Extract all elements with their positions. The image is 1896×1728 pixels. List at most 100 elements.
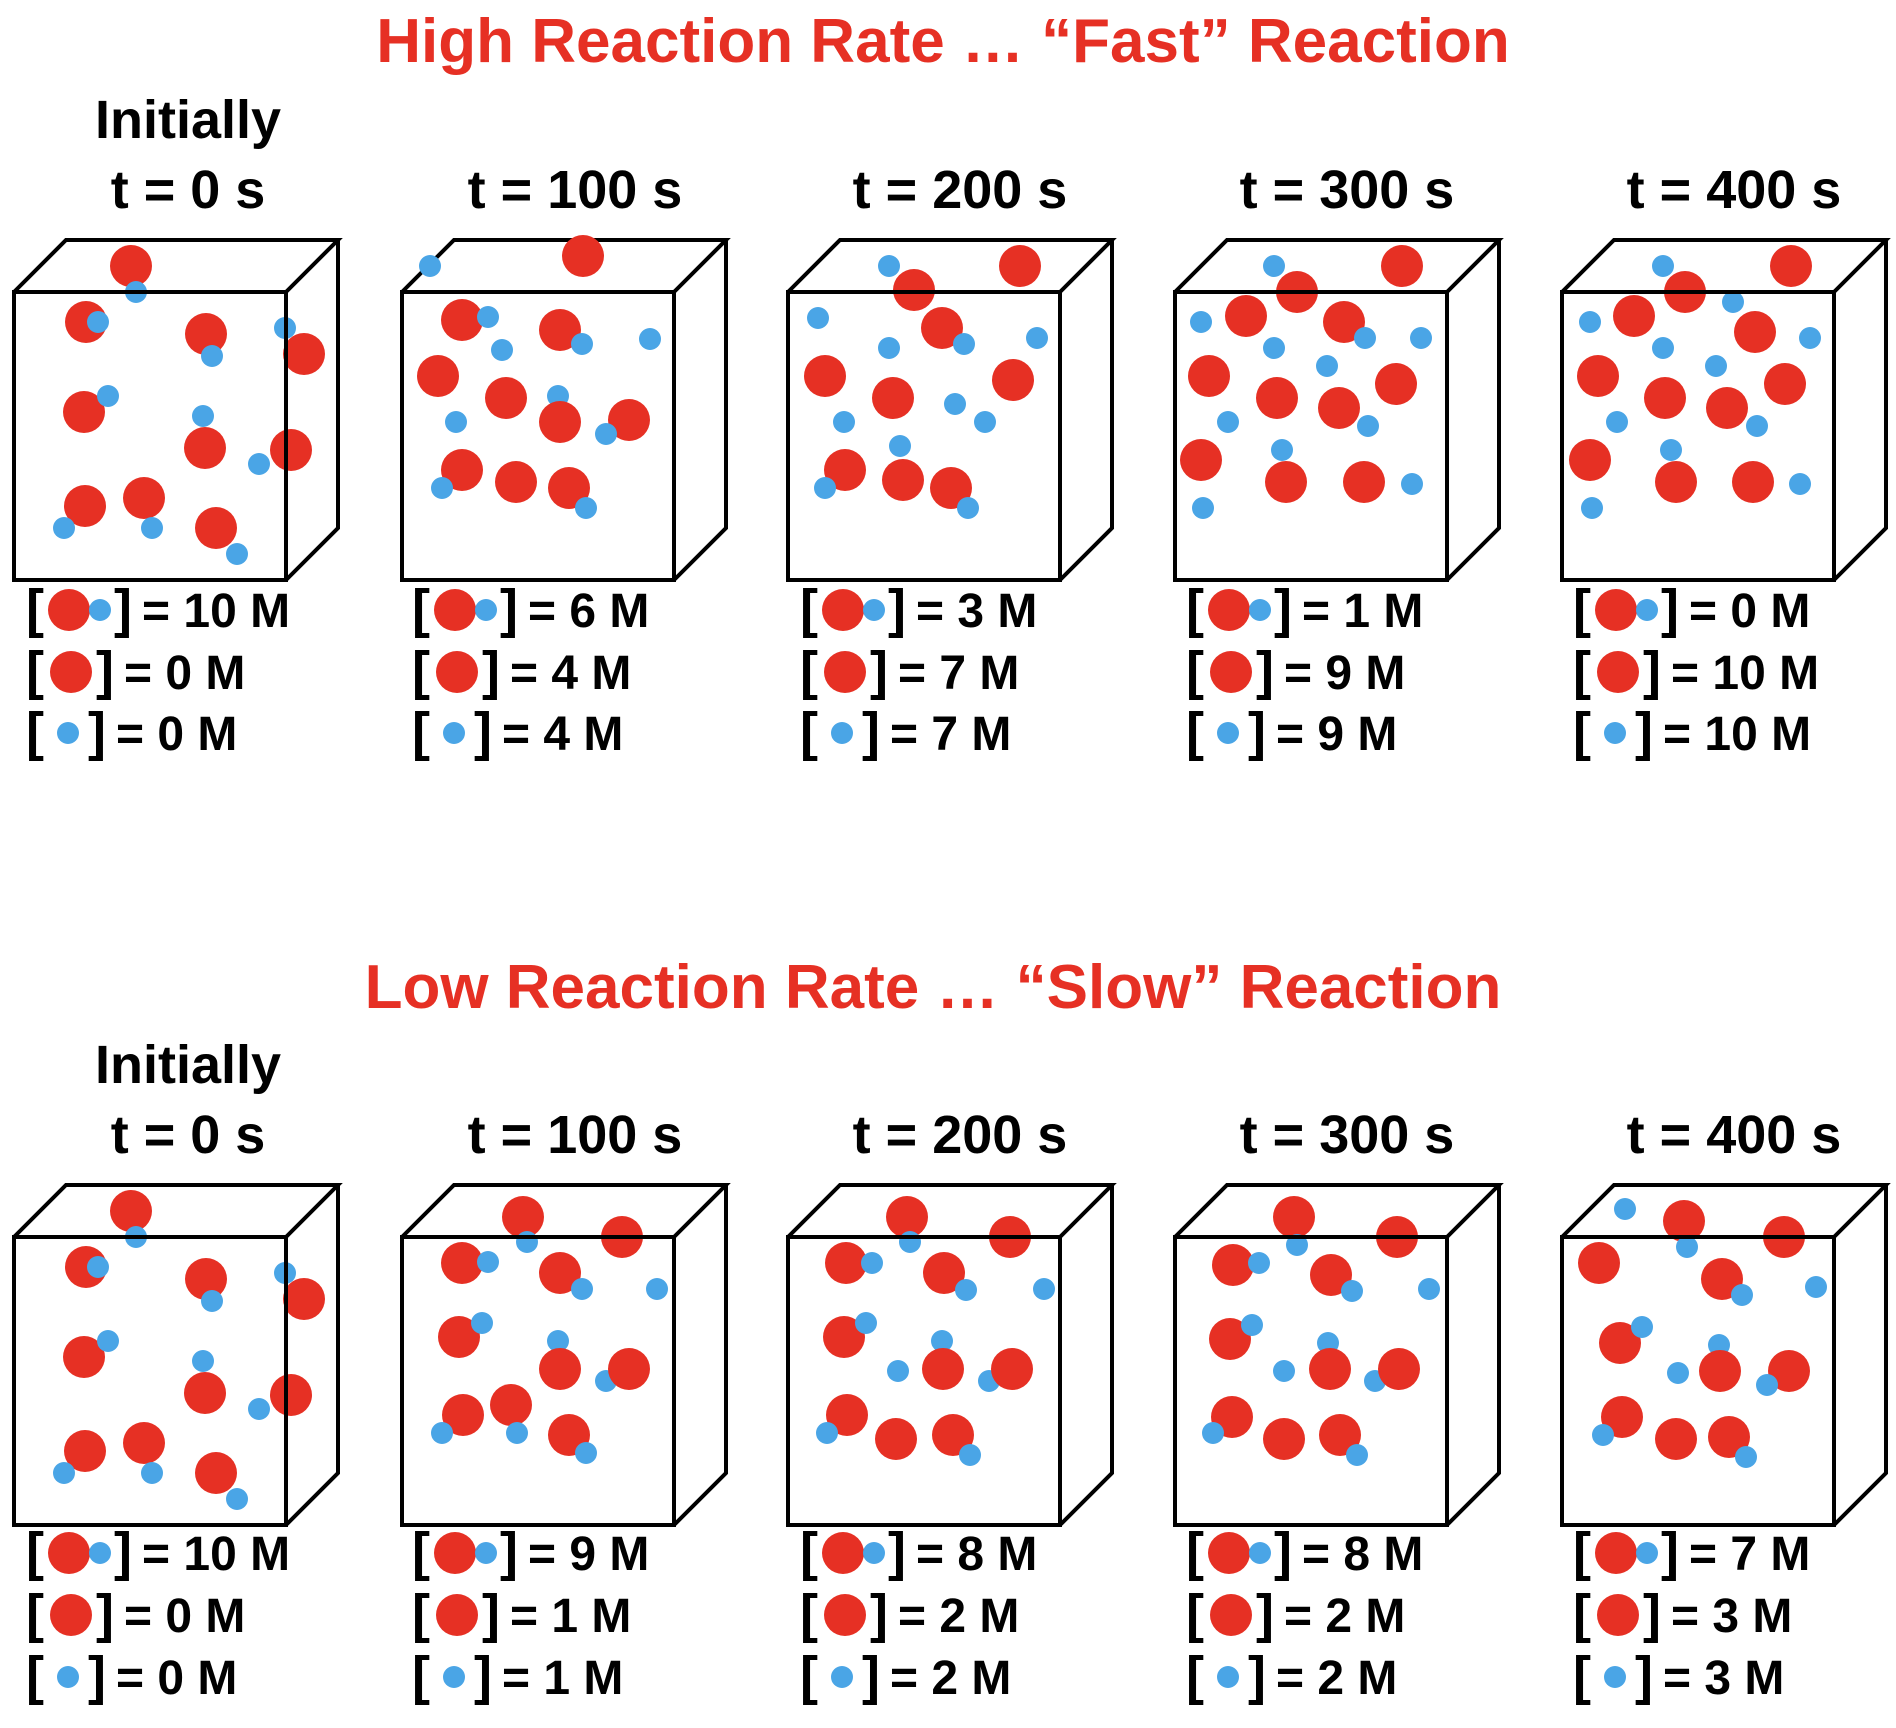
concentration-value: = 2 M (890, 1652, 1011, 1705)
blue-atom (861, 1252, 883, 1274)
close-bracket: ] (474, 702, 492, 762)
red-atom (1578, 1242, 1620, 1284)
concentration-value: = 1 M (1302, 585, 1423, 638)
blue-atom (1033, 1278, 1055, 1300)
blue-atom (1731, 1284, 1753, 1306)
slow-box-3 (1173, 1183, 1504, 1527)
red-atom (64, 1430, 106, 1472)
blue-atom (1273, 1360, 1295, 1382)
molecule-ab (1663, 1200, 1705, 1258)
red-atom (1273, 1196, 1315, 1238)
molecule-ab (932, 1414, 981, 1466)
fast-concentrations-2: [] = 3 M[] = 7 M[] = 7 M (800, 579, 1037, 762)
concentration-row-a: [] = 9 M (1186, 641, 1405, 701)
red-atom (63, 391, 105, 433)
blue-atom (506, 1422, 528, 1444)
box-side-face (1832, 1185, 1888, 1527)
box-front-face (786, 1235, 1062, 1527)
red-atom (922, 1348, 964, 1390)
slow-box-4 (1560, 1183, 1891, 1527)
concentration-value: = 10 M (142, 585, 290, 638)
box-front-face (1560, 290, 1836, 582)
concentration-value: = 0 M (1689, 585, 1810, 638)
molecule-ab (1273, 1196, 1315, 1256)
red-atom (804, 355, 846, 397)
blue-atom (1735, 1446, 1757, 1468)
red-atom (123, 1422, 165, 1464)
fast-box-2 (786, 238, 1117, 582)
close-bracket: ] (500, 579, 518, 639)
blue-atom (974, 411, 996, 433)
red-atom (1225, 295, 1267, 337)
ab-molecule-icon-blue (475, 1542, 497, 1564)
ab-molecule-icon-blue (475, 599, 497, 621)
blue-atom (431, 477, 453, 499)
slow-box-2 (786, 1183, 1117, 1527)
box-top-face (786, 1183, 1117, 1239)
concentration-value: = 10 M (142, 1528, 290, 1581)
molecule-ab (274, 317, 325, 375)
slow-initially-label: Initially (95, 1035, 281, 1095)
molecule-ab (110, 1190, 152, 1248)
blue-atom-icon (1604, 1666, 1626, 1688)
open-bracket: [ (1186, 702, 1204, 762)
box-top-face (1560, 1183, 1891, 1239)
fast-concentrations-4: [] = 0 M[] = 10 M[] = 10 M (1573, 579, 1819, 762)
concentration-row-b: [] = 2 M (800, 1646, 1011, 1706)
fast-box-4 (1560, 238, 1891, 582)
blue-atom (878, 255, 900, 277)
molecule-ab (1319, 1414, 1368, 1466)
red-atom (1180, 439, 1222, 481)
close-bracket: ] (500, 1522, 518, 1582)
blue-atom (889, 435, 911, 457)
molecule-ab (1202, 1396, 1253, 1444)
slow-box-0 (12, 1183, 343, 1527)
concentration-row-b: [] = 10 M (1573, 702, 1811, 762)
close-bracket: ] (1643, 641, 1661, 701)
blue-atom (1705, 355, 1727, 377)
molecule-ab (539, 1348, 617, 1392)
blue-atom (97, 385, 119, 407)
red-atom (991, 1348, 1033, 1390)
close-bracket: ] (870, 1584, 888, 1644)
blue-atom (1652, 255, 1674, 277)
red-atom (1263, 1418, 1305, 1460)
red-atom (999, 245, 1041, 287)
red-atom (110, 1190, 152, 1232)
concentration-row-ab: [] = 7 M (1573, 1522, 1810, 1582)
slow-concentrations-1: [] = 9 M[] = 1 M[] = 1 M (412, 1522, 649, 1706)
open-bracket: [ (1186, 1646, 1204, 1706)
molecule-ab (930, 467, 979, 519)
box-top-face (1173, 1183, 1504, 1239)
molecule-ab (53, 485, 106, 539)
box-side-face (1445, 240, 1501, 582)
open-bracket: [ (412, 1522, 430, 1582)
red-atom (490, 1384, 532, 1426)
ab-molecule-icon-blue (1636, 599, 1658, 621)
blue-atom (639, 328, 661, 350)
red-atom (1601, 1396, 1643, 1438)
blue-atom (1357, 415, 1379, 437)
red-atom-icon (1597, 1594, 1639, 1636)
concentration-row-ab: [] = 8 M (1186, 1522, 1423, 1582)
box-front-face (12, 1235, 288, 1527)
ab-molecule-icon (434, 589, 476, 631)
concentration-row-a: [] = 0 M (26, 641, 245, 701)
blue-atom-icon (1604, 722, 1626, 744)
blue-atom (1202, 1422, 1224, 1444)
blue-atom (97, 1330, 119, 1352)
blue-atom (959, 1444, 981, 1466)
concentration-row-a: [] = 0 M (26, 1584, 245, 1644)
red-atom (539, 401, 581, 443)
molecule-ab (1701, 1258, 1753, 1306)
blue-atom-icon (443, 1666, 465, 1688)
box-front-face (1560, 1235, 1836, 1527)
open-bracket: [ (1573, 1522, 1591, 1582)
blue-atom (516, 1231, 538, 1253)
blue-atom (87, 1256, 109, 1278)
close-bracket: ] (1274, 1522, 1292, 1582)
blue-atom (201, 345, 223, 367)
blue-atom (1286, 1234, 1308, 1256)
blue-atom (1579, 311, 1601, 333)
red-atom (1309, 1348, 1351, 1390)
